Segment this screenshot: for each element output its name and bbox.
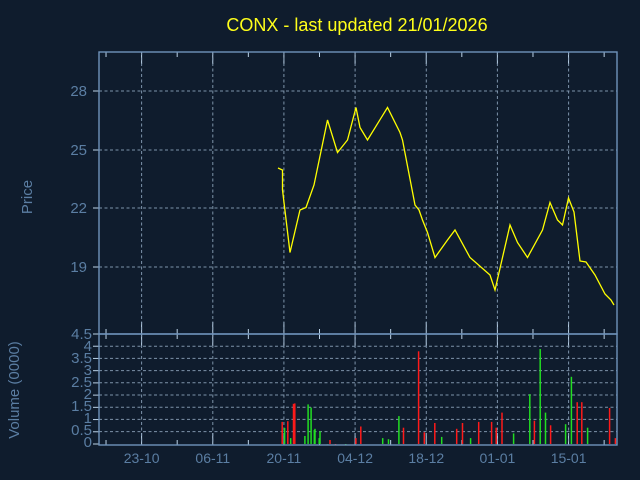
svg-text:23-10: 23-10 bbox=[124, 450, 160, 466]
svg-text:22: 22 bbox=[70, 200, 87, 217]
svg-text:25: 25 bbox=[70, 142, 87, 159]
svg-text:Volume (0000): Volume (0000) bbox=[6, 341, 23, 439]
svg-text:18-12: 18-12 bbox=[408, 450, 444, 466]
svg-text:20-11: 20-11 bbox=[267, 450, 302, 466]
svg-text:01-01: 01-01 bbox=[479, 450, 515, 466]
svg-text:06-11: 06-11 bbox=[195, 450, 230, 466]
svg-text:15-01: 15-01 bbox=[551, 450, 587, 466]
svg-text:28: 28 bbox=[70, 83, 87, 100]
svg-text:Price: Price bbox=[19, 180, 36, 214]
svg-text:19: 19 bbox=[70, 259, 87, 276]
svg-text:CONX - last updated 21/01/2026: CONX - last updated 21/01/2026 bbox=[226, 15, 487, 35]
svg-text:04-12: 04-12 bbox=[337, 450, 373, 466]
svg-text:0: 0 bbox=[84, 434, 92, 451]
